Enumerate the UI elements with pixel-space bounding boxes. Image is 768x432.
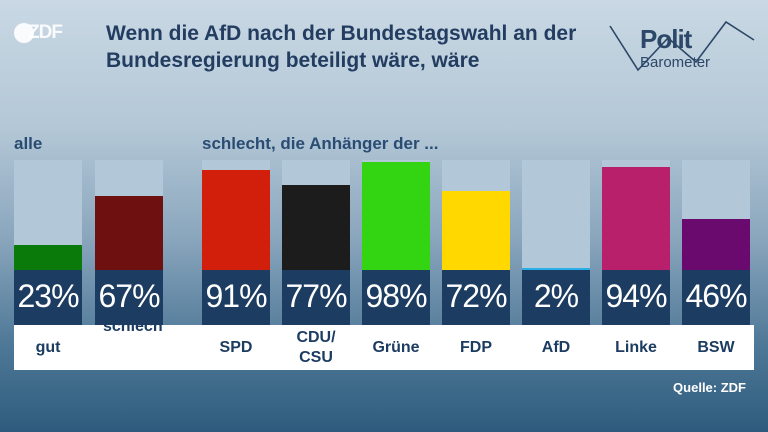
bar-bsw (682, 219, 750, 270)
bar-linke (602, 166, 670, 270)
value-box-bsw: 46% (682, 270, 750, 325)
bar-track-spd (202, 160, 270, 270)
chart-title: Wenn die AfD nach der Bundestagswahl an … (106, 22, 577, 72)
bar-track-fdp (442, 160, 510, 270)
value-label-cdu-csu: 77% (285, 278, 347, 314)
zdf-logo-text: ZDF (28, 22, 63, 43)
category-label-fdp: FDP (460, 339, 492, 356)
group-label-supporters: schlecht, die Anhänger der ... (202, 134, 439, 153)
sublabel-schlecht: schlecht (103, 318, 163, 335)
value-label-linke: 94% (605, 278, 667, 314)
bar-fdp (442, 190, 510, 270)
zdf-logo-mark (14, 23, 34, 43)
bar-schlecht (95, 196, 163, 270)
value-label-bsw: 46% (685, 278, 747, 314)
bar-track-schlecht (95, 160, 163, 270)
value-box-spd: 91% (202, 270, 270, 325)
politbarometer-logo: Polit Barometer (608, 14, 758, 76)
value-label-grüne: 98% (365, 278, 427, 314)
source-note: Quelle: ZDF (673, 380, 746, 395)
group-label-all: alle (14, 134, 43, 153)
politbarometer-line-icon (609, 20, 755, 72)
value-label-afd: 2% (533, 278, 579, 314)
bar-track-bsw (682, 160, 750, 270)
value-box-fdp: 72% (442, 270, 510, 325)
value-box-schlecht: 67% (95, 270, 163, 325)
value-label-spd: 91% (205, 278, 267, 314)
value-box-afd: 2% (522, 270, 590, 325)
value-box-cdu-csu: 77% (282, 270, 350, 325)
category-label-grüne: Grüne (372, 339, 420, 356)
bar-cdu-csu (282, 185, 350, 270)
bar-track-linke (602, 160, 670, 270)
value-label-fdp: 72% (445, 278, 507, 314)
bar-track-grüne (362, 160, 430, 270)
category-label-afd: AfD (541, 339, 571, 356)
bar-gut (14, 244, 82, 270)
brand-word-polit: Polit (640, 24, 692, 54)
category-label-linke: Linke (615, 339, 657, 356)
category-label-cdu-csu: CDU/ CSU (296, 329, 336, 366)
category-label-gut: gut (35, 339, 61, 356)
bar-grüne (362, 162, 430, 270)
bar-afd (522, 267, 590, 270)
brand-word-barometer: Barometer (640, 54, 711, 71)
value-box-grüne: 98% (362, 270, 430, 325)
category-label-spd: SPD (219, 339, 253, 356)
value-label-schlecht: 67% (98, 278, 160, 314)
bar-spd (202, 169, 270, 270)
zdf-logo: ZDF (14, 22, 63, 44)
bar-track-afd (522, 160, 590, 270)
bar-track-gut (14, 160, 82, 270)
value-box-linke: 94% (602, 270, 670, 325)
value-label-gut: 23% (17, 278, 79, 314)
bar-track-cdu-csu (282, 160, 350, 270)
category-label-band (14, 325, 754, 370)
value-box-gut: 23% (14, 270, 82, 325)
category-label-bsw: BSW (697, 339, 735, 356)
